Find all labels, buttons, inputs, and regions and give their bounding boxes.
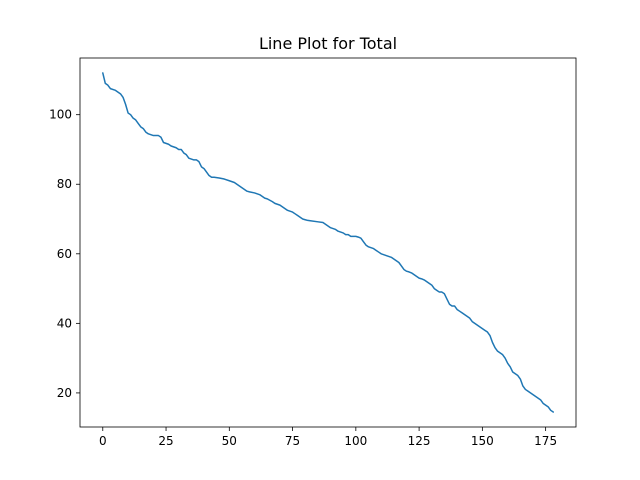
x-tick-label: 125 <box>408 434 431 448</box>
series-line-total <box>102 72 554 413</box>
x-tick-label: 0 <box>99 434 107 448</box>
x-tick-label: 25 <box>158 434 173 448</box>
x-axis: 0 25 50 75 100 125 150 175 <box>99 427 557 448</box>
y-tick-label: 20 <box>57 386 72 400</box>
y-tick-label: 100 <box>49 108 72 122</box>
x-tick-label: 150 <box>471 434 494 448</box>
y-tick-label: 60 <box>57 247 72 261</box>
chart-title: Line Plot for Total <box>259 34 397 53</box>
y-tick-label: 40 <box>57 316 72 330</box>
y-tick-label: 80 <box>57 177 72 191</box>
x-tick-label: 75 <box>285 434 300 448</box>
plot-area <box>102 72 554 413</box>
x-tick-label: 100 <box>344 434 367 448</box>
plot-frame <box>79 57 577 428</box>
x-tick-label: 50 <box>222 434 237 448</box>
y-axis: 20 40 60 80 100 <box>49 108 80 400</box>
x-tick-label: 175 <box>534 434 557 448</box>
